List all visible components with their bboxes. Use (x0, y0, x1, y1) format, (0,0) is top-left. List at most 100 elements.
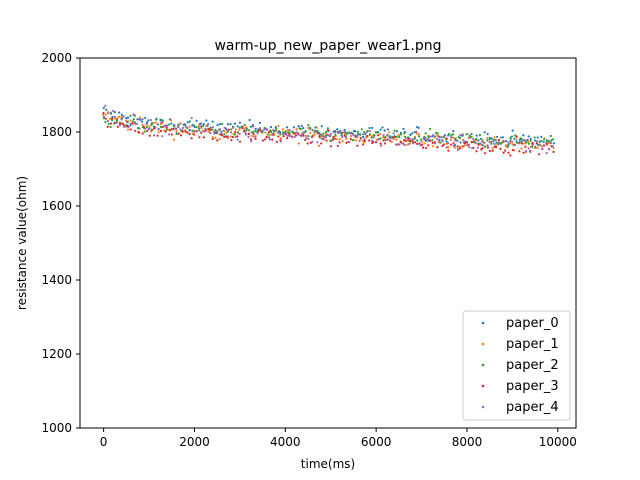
legend-box (462, 310, 571, 421)
data-point (398, 136, 401, 139)
data-point (140, 120, 144, 123)
data-point (184, 130, 187, 133)
data-point (447, 149, 450, 152)
data-point (270, 131, 273, 134)
data-point (493, 145, 496, 148)
data-point (134, 121, 137, 124)
data-point (504, 144, 507, 147)
data-point (372, 136, 375, 139)
data-point (309, 141, 312, 144)
data-point (173, 124, 176, 127)
data-point (499, 147, 502, 151)
data-point (365, 131, 368, 134)
data-point (472, 138, 475, 141)
data-point (345, 137, 348, 140)
data-point (205, 119, 208, 122)
data-point (445, 137, 448, 140)
data-point (118, 124, 121, 127)
data-point (368, 139, 371, 142)
data-point (184, 125, 187, 128)
data-point (144, 116, 147, 120)
data-point (104, 117, 107, 120)
data-point (212, 126, 215, 129)
y-tick-label: 1400 (41, 273, 72, 287)
data-point (334, 131, 337, 134)
data-point (483, 131, 486, 134)
x-tick-label: 0 (100, 435, 108, 449)
data-point (186, 121, 189, 124)
data-point (452, 136, 455, 139)
data-point (458, 136, 462, 140)
data-point (306, 142, 309, 145)
data-point (390, 136, 393, 140)
data-point (442, 135, 445, 139)
data-point (454, 139, 458, 142)
data-point (509, 154, 512, 157)
data-point (179, 134, 183, 137)
data-point (382, 139, 385, 142)
data-point (290, 135, 293, 138)
data-point (179, 122, 182, 125)
data-point (267, 131, 270, 134)
x-tick-label: 10000 (539, 435, 577, 449)
data-point (129, 119, 132, 122)
data-point (343, 130, 347, 133)
data-point (415, 130, 418, 133)
data-point (318, 133, 321, 136)
data-point (207, 123, 210, 126)
data-point (461, 145, 464, 148)
data-point (204, 127, 207, 130)
data-point (334, 129, 337, 133)
data-point (368, 130, 371, 133)
data-point (252, 125, 255, 128)
data-point (295, 134, 298, 137)
data-point (268, 138, 272, 141)
data-point (463, 140, 466, 143)
data-point (138, 117, 141, 121)
data-point (211, 120, 214, 123)
data-point (338, 138, 341, 141)
data-point (145, 126, 149, 129)
data-point (297, 125, 300, 128)
data-point (348, 131, 351, 134)
y-tick-label: 1200 (41, 347, 72, 361)
data-point (175, 132, 178, 135)
data-point (481, 147, 484, 150)
data-point (439, 141, 442, 144)
data-point (541, 147, 544, 151)
data-point (204, 129, 207, 132)
data-point (525, 149, 528, 152)
data-point (377, 138, 380, 141)
data-point (451, 133, 455, 136)
data-point (497, 141, 500, 144)
data-point (428, 127, 432, 130)
data-point (411, 132, 414, 135)
data-point (265, 136, 268, 139)
data-point (422, 136, 425, 140)
data-point (540, 139, 543, 142)
data-point (494, 139, 498, 142)
data-point (313, 133, 316, 136)
data-point (316, 129, 319, 133)
data-point (397, 133, 400, 137)
data-point (405, 143, 408, 147)
data-point (320, 135, 323, 138)
data-point (483, 141, 486, 145)
data-point (417, 142, 421, 145)
data-point (415, 139, 419, 142)
data-point (161, 125, 165, 129)
data-point (522, 151, 525, 154)
data-point (135, 122, 139, 125)
series-paper_4 (102, 104, 554, 155)
x-tick-label: 2000 (179, 435, 210, 449)
data-point (532, 143, 535, 146)
data-point (461, 138, 465, 142)
data-point (551, 138, 555, 141)
data-point (170, 122, 173, 125)
data-point (102, 115, 106, 118)
data-point (195, 126, 198, 129)
data-point (288, 134, 291, 138)
data-point (344, 136, 348, 139)
data-point (424, 146, 428, 150)
data-point (129, 114, 132, 117)
